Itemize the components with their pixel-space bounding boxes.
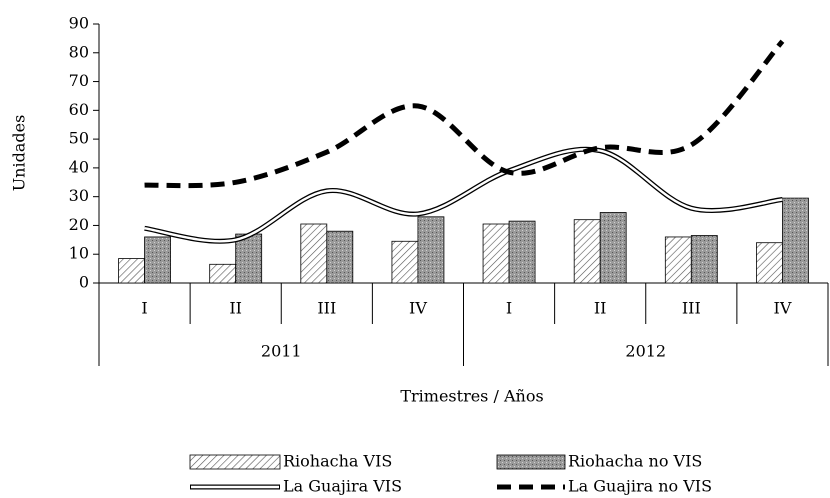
bar xyxy=(573,219,601,284)
bar xyxy=(690,235,718,284)
y-tick-label: 40 xyxy=(69,157,89,176)
y-tick-label: 20 xyxy=(69,215,89,234)
y-tick-label: 30 xyxy=(69,186,89,205)
bar xyxy=(144,236,171,284)
x-group-label: 2012 xyxy=(625,342,666,361)
x-tick-label: III xyxy=(317,299,336,318)
x-tick-label: I xyxy=(141,299,147,318)
y-tick-label: 90 xyxy=(69,14,89,33)
bar xyxy=(756,242,783,284)
x-tick-label: IV xyxy=(409,299,427,318)
y-axis-title: Unidades xyxy=(10,115,29,192)
line-series xyxy=(144,39,785,189)
bar xyxy=(782,197,809,284)
bar xyxy=(326,230,354,284)
x-tick-label: II xyxy=(594,299,607,318)
bar xyxy=(118,258,145,284)
x-group-label: 2011 xyxy=(261,342,302,361)
legend-swatch xyxy=(189,454,281,470)
bar xyxy=(391,240,419,284)
y-tick-label: 70 xyxy=(69,71,89,90)
legend-label: La Guajira no VIS xyxy=(568,477,712,496)
legend-label: La Guajira VIS xyxy=(283,477,402,496)
bar xyxy=(508,220,536,284)
legend-swatch xyxy=(496,454,566,470)
x-tick-label: IV xyxy=(774,299,792,318)
line-series-inner xyxy=(144,148,783,243)
bar xyxy=(599,212,627,284)
bar xyxy=(300,223,328,284)
y-tick-label: 60 xyxy=(69,100,89,119)
x-axis-title: Trimestres / Años xyxy=(400,387,543,406)
legend-label: Riohacha VIS xyxy=(283,452,392,471)
y-tick-label: 0 xyxy=(79,273,89,292)
x-tick-label: III xyxy=(682,299,701,318)
y-tick-label: 50 xyxy=(69,129,89,148)
x-tick-label: I xyxy=(506,299,512,318)
x-tick-label: II xyxy=(229,299,242,318)
y-tick-label: 10 xyxy=(69,244,89,263)
bar xyxy=(417,216,445,284)
y-tick-label: 80 xyxy=(69,42,89,61)
bar xyxy=(482,223,510,284)
bar xyxy=(664,236,692,284)
legend-label: Riohacha no VIS xyxy=(568,452,702,471)
bar xyxy=(209,263,237,284)
